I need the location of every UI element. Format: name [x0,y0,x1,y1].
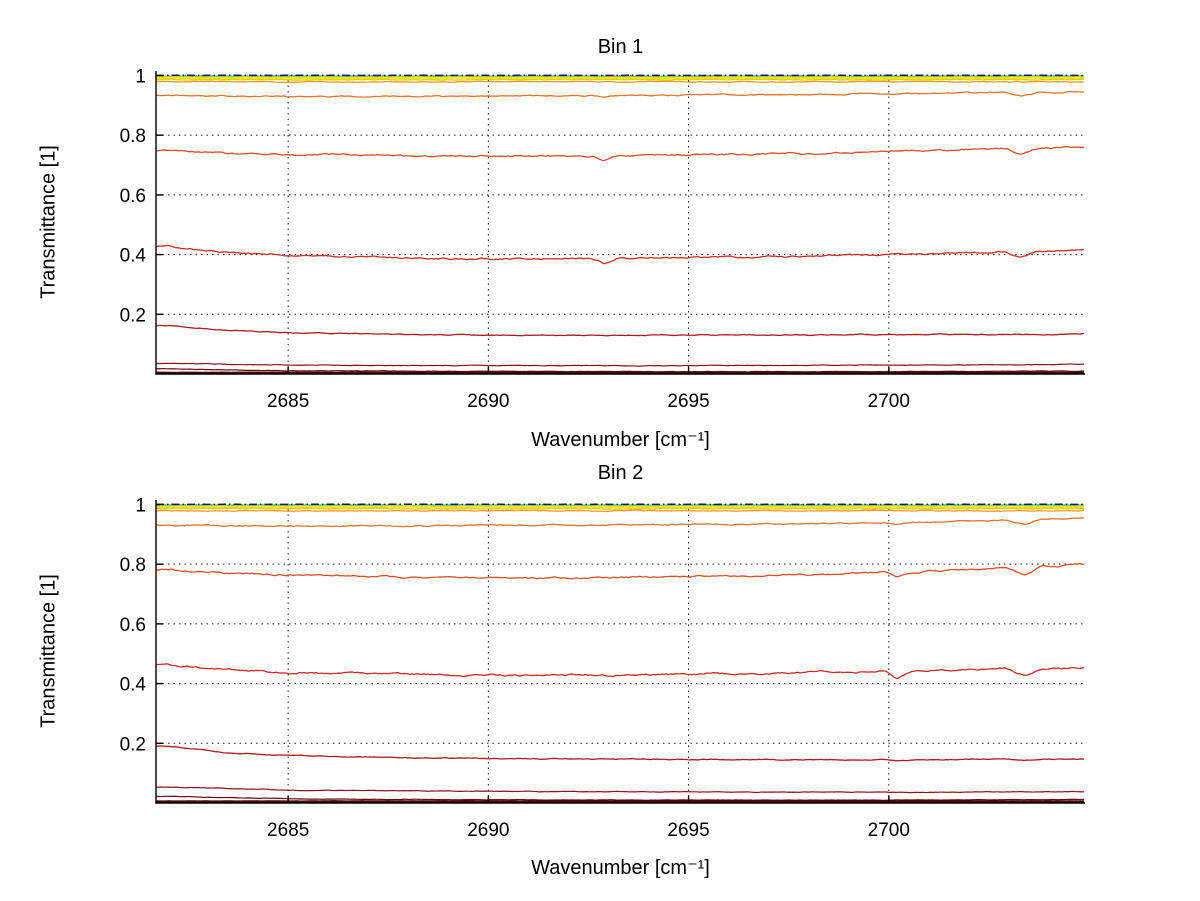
x-tick-label-2700: 2700 [868,391,910,412]
series-line-T0.991-yellow [155,76,1085,80]
x-tick-label-2685: 2685 [267,391,309,412]
series-line-T0.75 [155,145,1085,162]
y-tick-label-0.6: 0.6 [120,615,146,636]
y-tick-label-0.6: 0.6 [120,186,146,207]
subplot2-ylabel: Transmittance [1] [37,574,60,728]
series-line-T0.14 [155,324,1085,337]
series-line-T0.45 [155,663,1085,680]
series-line-T0.996-green [155,504,1085,507]
y-tick-label-0.4: 0.4 [120,246,147,267]
y-tick-label-1: 1 [135,66,146,87]
y-tick-label-0.2: 0.2 [120,305,146,326]
series-line-T0.93 [155,90,1085,98]
series-line-T0.996-green [155,75,1085,78]
subplot1-ylabel: Transmittance [1] [37,145,60,299]
x-tick-label-2685: 2685 [267,820,309,841]
series-line-T0.991-yellow [155,505,1085,509]
series-line-T0.998-cyan [155,503,1085,506]
y-tick-label-0.8: 0.8 [120,126,146,147]
y-tick-label-1: 1 [135,495,146,516]
series-line-T0.93 [155,517,1085,528]
series-line-T0.986-gold [155,78,1085,81]
series-line-T0.986-gold [155,507,1085,510]
series-line-T0.979-orange [155,509,1085,513]
subplot2-xlabel: Wavenumber [cm⁻¹] [531,857,710,879]
subplot2-title: Bin 2 [597,462,644,484]
subplot1-xlabel: Wavenumber [cm⁻¹] [531,429,710,451]
series-line-T0.78 [155,562,1085,580]
series-line-T0.012 [155,368,1084,373]
x-tick-label-2695: 2695 [667,820,709,841]
series-line-T0.15 [155,745,1085,762]
x-tick-label-2700: 2700 [868,820,910,841]
y-tick-label-0.8: 0.8 [120,555,146,576]
series-line-T0.03 [155,362,1085,367]
x-tick-label-2695: 2695 [667,391,709,412]
subplot1-title: Bin 1 [597,36,644,58]
series-line-T0.015 [155,795,1085,801]
x-tick-label-2690: 2690 [467,391,509,412]
series-line-T0.40 [155,244,1085,265]
x-tick-label-2690: 2690 [467,820,509,841]
y-tick-label-0.2: 0.2 [120,734,146,755]
series-line-T0.979-orange [155,80,1085,83]
series-line-T0.04 [155,786,1085,794]
y-tick-label-0.4: 0.4 [120,675,147,696]
